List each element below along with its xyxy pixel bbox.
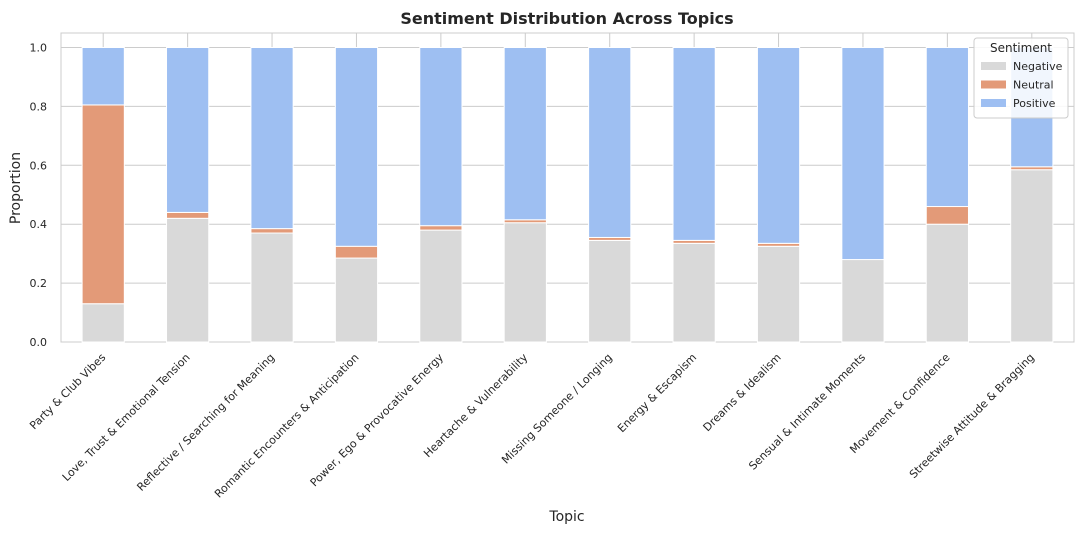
bar-negative [334,257,379,343]
bar-positive [588,47,632,238]
y-tick-labels: 0.0 0.2 0.4 0.6 0.8 1.0 [30,42,48,350]
y-tick-label: 1.0 [30,42,48,55]
bar-negative [419,229,463,343]
y-tick-label: 0.4 [30,218,48,231]
bar-negative [81,303,125,343]
bars [81,47,1054,343]
bar-positive [250,47,294,230]
bar-positive [166,47,210,213]
y-tick-label: 0.8 [30,100,48,113]
x-tick-label: Romantic Encounters & Anticipation [212,351,362,501]
x-tick-label: Reflective / Searching for Meaning [134,351,277,494]
bar-negative [841,259,885,343]
legend: Sentiment Negative Neutral Positive [973,37,1069,119]
legend-items: Negative Neutral Positive [981,60,1063,110]
x-tick-label: Movement & Confidence [847,351,952,456]
bar-positive [81,47,125,106]
bar-negative [756,245,801,343]
bar-negative [250,232,294,343]
bar-neutral [166,211,210,219]
y-tick-label: 0.6 [30,159,48,172]
bar-positive [756,47,801,244]
bar-negative [1010,169,1054,343]
bar-positive [503,47,547,221]
bar-neutral [81,104,125,305]
bar-neutral [419,225,463,231]
x-axis-label: Topic [548,509,584,525]
plot-background [60,32,1075,343]
legend-label-negative: Negative [1013,60,1063,73]
legend-label-positive: Positive [1013,97,1056,110]
legend-title: Sentiment [990,41,1052,55]
bar-negative [672,242,716,343]
legend-swatch-neutral [981,80,1006,89]
bar-negative [588,239,632,343]
bar-positive [925,47,969,208]
bar-negative [166,217,210,343]
x-tick-label: Dreams & Idealism [701,351,784,434]
bar-negative [503,222,547,343]
bar-positive [841,47,885,261]
legend-box [973,37,1069,119]
bar-neutral [334,245,379,259]
bar-neutral [250,228,294,234]
legend-swatch-negative [981,62,1006,70]
y-tick-label: 0.2 [30,277,48,290]
y-axis-label: Proportion [8,152,24,224]
bar-positive [334,47,379,247]
bar-neutral [925,206,969,225]
bar-negative [925,223,969,343]
legend-label-neutral: Neutral [1013,79,1054,92]
bar-positive [672,47,716,241]
x-tick-label: Power, Ego & Provocative Energy [308,351,447,490]
x-tick-label: Party & Club Vibes [27,351,108,432]
x-tick-label: Energy & Escapism [615,351,699,435]
legend-swatch-positive [981,99,1006,107]
bar-positive [419,47,463,227]
chart-title: Sentiment Distribution Across Topics [400,9,733,28]
y-tick-label: 0.0 [30,336,48,349]
